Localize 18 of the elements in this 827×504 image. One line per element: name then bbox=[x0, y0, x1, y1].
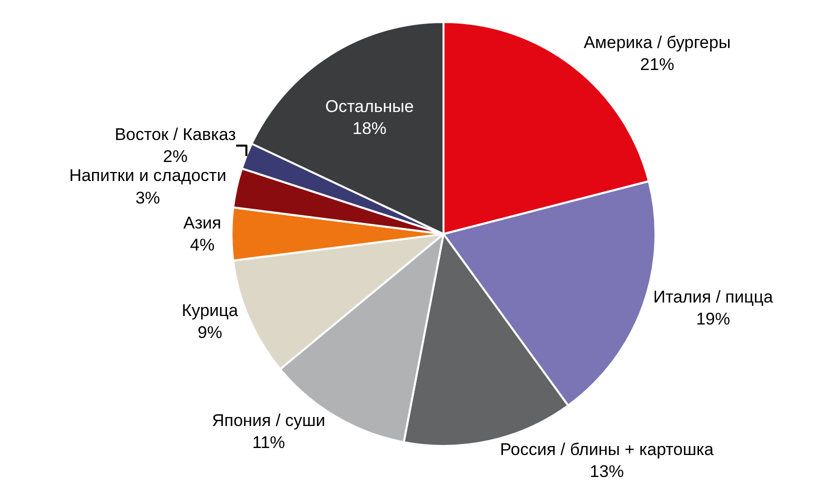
slice-label: Курица bbox=[182, 300, 239, 320]
data-label: 18% bbox=[352, 119, 387, 138]
slice-label: Америка / бургеры bbox=[584, 33, 731, 52]
data-label: 13% bbox=[590, 462, 624, 482]
slice-label: Остальные bbox=[325, 96, 414, 116]
slice-label: Япония / суши bbox=[212, 411, 326, 430]
slice-label: Азия bbox=[183, 213, 222, 232]
data-label: 9% bbox=[198, 322, 222, 342]
slice-label: Напитки и сладости bbox=[69, 166, 226, 186]
slice-label: Восток / Кавказ bbox=[114, 125, 236, 144]
data-label: 19% bbox=[696, 310, 730, 329]
slice-label: Россия / блины + картошка bbox=[500, 440, 714, 459]
data-label: 3% bbox=[135, 188, 160, 208]
data-label: 2% bbox=[163, 147, 188, 166]
slice-label: Италия / пицца bbox=[653, 288, 774, 307]
data-label: 4% bbox=[190, 236, 215, 255]
data-label: 11% bbox=[252, 433, 286, 452]
data-label: 21% bbox=[640, 55, 674, 74]
